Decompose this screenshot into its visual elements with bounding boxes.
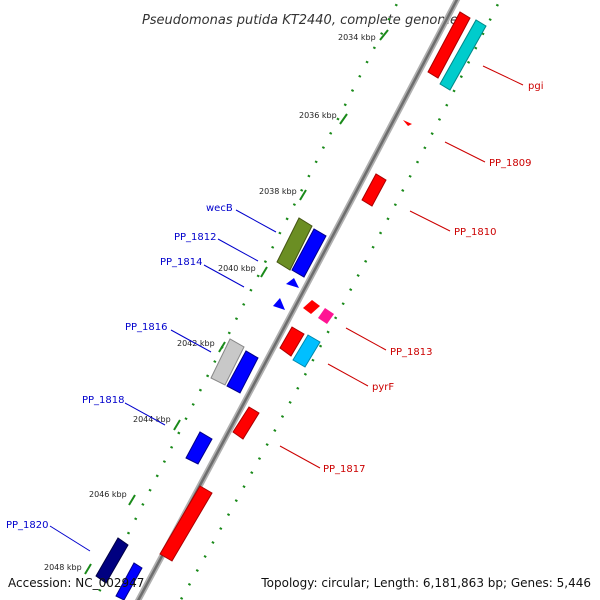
gene-PP_1813[interactable] (303, 300, 320, 314)
tick-label: 2036 kbp (299, 111, 337, 120)
tick-mark-2034: 2034 kbp (338, 29, 389, 42)
gene-label-PP_1812[interactable]: PP_1812 (174, 232, 217, 243)
gene-PP_1814b[interactable] (273, 298, 285, 310)
tick-mark-2036: 2036 kbp (299, 111, 348, 125)
label-connector (327, 363, 369, 387)
tick-mark-2038: 2038 kbp (259, 187, 307, 201)
gene-pgi-cyan[interactable] (439, 19, 487, 91)
tick-label: 2038 kbp (259, 187, 297, 196)
gene-PP_1814[interactable] (286, 278, 299, 288)
gene-pyrF[interactable] (292, 334, 321, 368)
label-connector (124, 402, 166, 426)
tick-mark-2042: 2042 kbp (177, 339, 226, 353)
tick-track-outer (179, 0, 502, 600)
tick-mark-2040: 2040 kbp (218, 264, 268, 278)
gene-label-PP_1816[interactable]: PP_1816 (125, 322, 168, 333)
tick-track-inner (93, 0, 401, 600)
gene-label-pyrF[interactable]: pyrF (372, 382, 394, 393)
gene-PP_1819[interactable] (159, 485, 213, 562)
topology-text: Topology: circular; Length: 6,181,863 bp… (260, 576, 591, 590)
gene-label-PP_1809[interactable]: PP_1809 (489, 158, 532, 169)
label-connector (235, 209, 277, 233)
gene-label-PP_1810[interactable]: PP_1810 (454, 227, 497, 238)
gene-PP_1815[interactable] (279, 326, 305, 357)
gene-PP_1818[interactable] (185, 431, 213, 465)
gene-pgi[interactable] (427, 11, 471, 79)
tick-label: 2034 kbp (338, 33, 376, 42)
label-connector (49, 525, 91, 552)
gene-PP_1813-magenta[interactable] (318, 308, 334, 324)
gene-PP_1810[interactable] (361, 173, 387, 207)
label-connector (409, 210, 451, 232)
tick-mark-2048: 2048 kbp (44, 563, 92, 575)
label-connector (279, 445, 321, 469)
tick-label: 2046 kbp (89, 490, 127, 499)
label-connector (217, 238, 259, 262)
gene-PP_1817[interactable] (232, 406, 260, 440)
tick-mark-2046: 2046 kbp (89, 490, 136, 506)
label-connector (345, 327, 387, 351)
gene-label-wecB[interactable]: wecB (206, 203, 233, 214)
accession-text: Accession: NC_002947 (8, 576, 144, 590)
gene-PP_1820b[interactable] (115, 562, 143, 600)
tick-label: 2044 kbp (133, 415, 171, 424)
gene-label-PP_1820[interactable]: PP_1820 (6, 520, 49, 531)
gene-PP_1812[interactable] (291, 228, 327, 278)
tick-label: 2040 kbp (218, 264, 256, 273)
label-connector (203, 264, 245, 288)
tick-mark-2044: 2044 kbp (133, 415, 181, 431)
label-connector (482, 65, 524, 86)
gene-label-PP_1814[interactable]: PP_1814 (160, 257, 203, 268)
gene-label-PP_1813[interactable]: PP_1813 (390, 347, 433, 358)
gene-label-PP_1817[interactable]: PP_1817 (323, 464, 366, 475)
gene-PP_1809[interactable] (403, 120, 412, 126)
gene-PP_1820[interactable] (95, 537, 129, 584)
gene-wecB[interactable] (276, 217, 313, 271)
gene-PP_1816-grey[interactable] (210, 338, 245, 386)
label-connector (444, 141, 486, 163)
label-connector (170, 329, 212, 353)
gene-PP_1816[interactable] (226, 350, 259, 394)
gene-label-pgi[interactable]: pgi (528, 81, 543, 92)
tick-label: 2048 kbp (44, 563, 82, 572)
map-title: Pseudomonas putida KT2440, complete geno… (142, 13, 458, 28)
gene-label-PP_1818[interactable]: PP_1818 (82, 395, 125, 406)
